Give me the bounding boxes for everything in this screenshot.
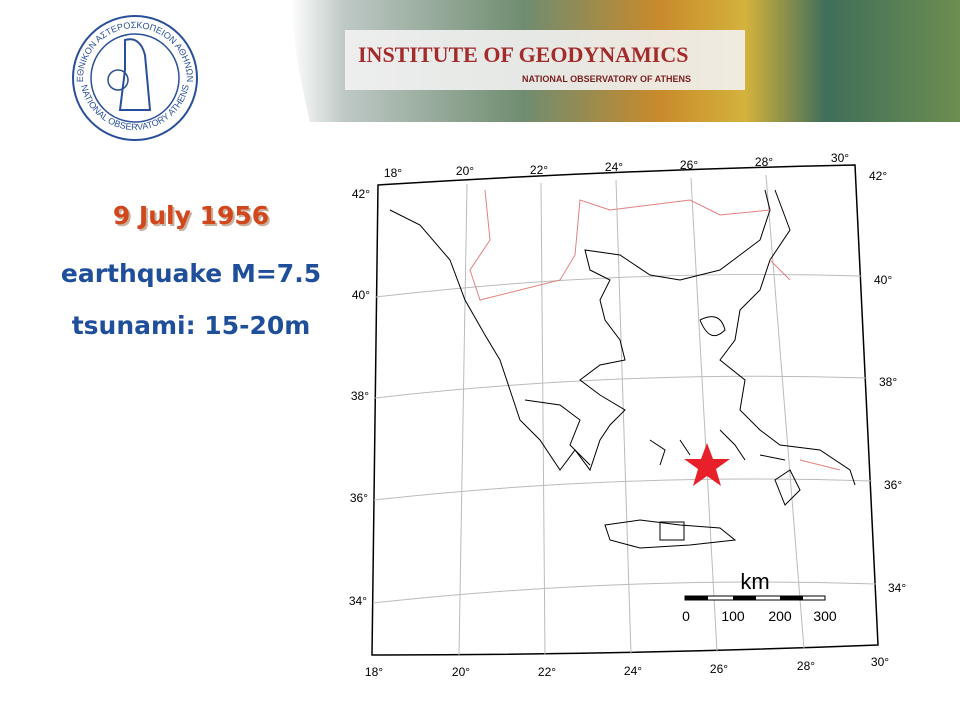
event-tsunami: tsunami: 15-20m — [72, 311, 311, 340]
lon-label-bottom: 30° — [871, 655, 889, 669]
meridian — [690, 177, 718, 653]
lon-label-bottom: 28° — [797, 659, 815, 673]
lon-label-top: 26° — [680, 158, 698, 172]
borders — [469, 189, 841, 471]
scale-tick-label: 0 — [682, 608, 690, 624]
meridian — [615, 179, 632, 655]
map: km 0 100 200 300 18° 18° 20° 20° 22° 22° 24° 24° 26… — [349, 151, 907, 679]
meridian — [540, 182, 546, 656]
lon-label-bottom: 24° — [624, 664, 642, 678]
logo-text: ΕΘΝΙΚΟΝ ΑΣΤΕΡΟΣΚΟΠΕΙΟΝ ΑΘΗΝΩΝ — [75, 20, 195, 82]
lat-label-right: 36° — [884, 478, 902, 492]
scale-bar: km 0 100 200 300 — [682, 569, 837, 624]
coastline — [389, 189, 856, 549]
lat-label-right: 34° — [888, 581, 906, 595]
meridian — [458, 183, 468, 656]
logo-text-greek: ΕΘΝΙΚΟΝ ΑΣΤΕΡΟΣΚΟΠΕΙΟΝ ΑΘΗΝΩΝ — [75, 20, 195, 82]
lat-label-right: 42° — [869, 169, 887, 183]
lat-label-left: 34° — [349, 594, 367, 608]
lat-label-right: 38° — [879, 375, 897, 389]
scale-tick-label: 300 — [813, 608, 837, 624]
lat-label-left: 36° — [350, 491, 368, 505]
parallel — [373, 478, 873, 501]
lon-label-top: 30° — [831, 151, 849, 165]
scale-tick-label: 100 — [721, 608, 745, 624]
scale-unit: km — [740, 569, 769, 594]
lon-label-bottom: 20° — [452, 665, 470, 679]
meridian — [765, 174, 805, 650]
event-date: 9 July 1956 — [113, 201, 269, 230]
banner-box — [345, 30, 745, 90]
header-subtitle: NATIONAL OBSERVATORY OF ATHENS — [522, 74, 691, 84]
lat-label-left: 42° — [352, 187, 370, 201]
lat-label-right: 40° — [874, 273, 892, 287]
lon-label-bottom: 26° — [710, 662, 728, 676]
lon-label-bottom: 18° — [365, 665, 383, 679]
lat-label-left: 40° — [352, 288, 370, 302]
scale-tick-label: 200 — [768, 608, 792, 624]
lon-label-top: 24° — [605, 160, 623, 174]
date-shadow: 9 July 1956 — [115, 203, 271, 232]
lon-label-top: 22° — [530, 163, 548, 177]
parallel — [375, 273, 863, 298]
logo: ΕΘΝΙΚΟΝ ΑΣΤΕΡΟΣΚΟΠΕΙΟΝ ΑΘΗΝΩΝ NATIONAL O… — [72, 15, 198, 141]
lon-label-top: 18° — [384, 166, 402, 180]
parallel — [372, 581, 877, 604]
parallel — [374, 375, 868, 399]
event-magnitude: earthquake M=7.5 — [61, 259, 321, 288]
lon-label-top: 28° — [755, 155, 773, 169]
lon-label-top: 20° — [456, 164, 474, 178]
lat-label-left: 38° — [351, 389, 369, 403]
epicenter — [684, 443, 730, 486]
header-title: INSTITUTE OF GEODYNAMICS — [358, 42, 688, 67]
lon-label-bottom: 22° — [538, 665, 556, 679]
